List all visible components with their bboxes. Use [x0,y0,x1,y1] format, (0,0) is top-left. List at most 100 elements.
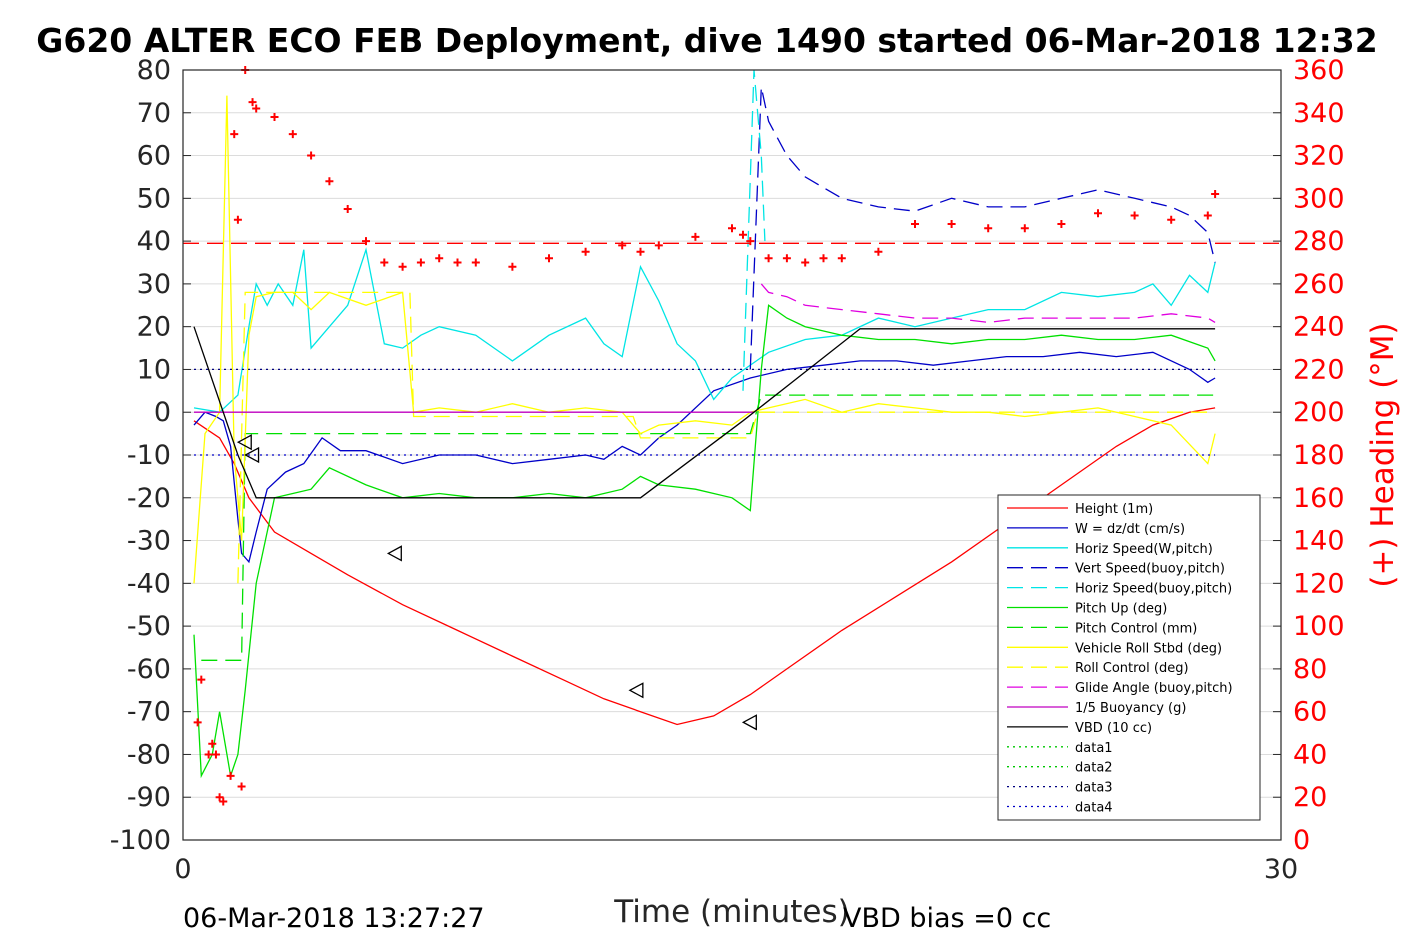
left-tick-label: 40 [137,226,171,257]
series-vert-speed-buoy-pitch [749,86,1216,370]
heading-point [947,220,956,228]
heading-point [837,254,846,263]
right-y-axis-label: (+) Heading (°M) [1365,322,1401,587]
legend-label: Vehicle Roll Stbd (deg) [1075,641,1222,656]
heading-point [738,230,747,239]
left-tick-label: -70 [127,697,171,728]
footer-vbd-bias: VBD bias =0 cc [843,903,1051,934]
right-tick-label: 320 [1293,141,1345,172]
heading-point [654,241,663,250]
left-tick-label: 60 [137,141,171,172]
left-tick-label: -100 [110,825,171,856]
heading-point [1057,220,1066,228]
footer-timestamp: 06-Mar-2018 13:27:27 [183,903,485,934]
heading-point [1211,190,1220,199]
heading-point [1167,215,1176,224]
left-tick-label: -50 [127,611,171,642]
left-tick-label: 80 [137,55,171,86]
axis-ticks: 80706050403020100-10-20-30-40-50-60-70-8… [110,55,1345,885]
series-horiz-speed-w-pitch [193,247,1216,413]
left-tick-label: -60 [127,654,171,685]
heading-point [325,177,334,186]
legend-label: data1 [1075,741,1113,756]
right-tick-label: 240 [1293,312,1345,343]
legend-label: W = dz/dt (cm/s) [1075,522,1185,537]
series-horiz-speed-buoy-pitch [742,69,766,391]
left-tick-label: 10 [137,354,171,385]
x-tick-label: 30 [1264,854,1298,885]
legend-label: Roll Control (deg) [1075,661,1189,676]
heading-point [252,104,261,113]
heading-point [211,750,220,759]
series-height-1m [193,407,1216,726]
heading-point [545,254,553,263]
x-tick-label: 0 [174,854,191,885]
heading-point [226,771,235,780]
right-tick-label: 80 [1293,654,1327,685]
legend-label: 1/5 Buoyancy (g) [1075,701,1186,716]
series-pitch-control-mm [201,394,1216,661]
legend-label: Height (1m) [1075,502,1153,517]
legend-label: data3 [1075,781,1113,796]
heading-point [691,232,700,241]
left-tick-label: -30 [127,526,171,557]
turn-marker [628,682,644,699]
heading-point [636,247,645,256]
turn-marker [236,434,252,451]
heading-point [307,151,316,160]
turn-marker [244,446,260,464]
left-tick-label: 20 [137,312,171,343]
right-tick-label: 20 [1293,782,1327,813]
heading-point [219,797,228,806]
series-pitch-up-deg [193,304,1216,779]
heading-point [728,224,736,233]
right-tick-label: 60 [1293,697,1327,728]
heading-point [193,718,202,727]
legend-label: Vert Speed(buoy,pitch) [1075,562,1225,577]
right-tick-label: 360 [1293,55,1345,86]
legend-label: Horiz Speed(buoy,pitch) [1075,582,1232,597]
right-tick-label: 300 [1293,183,1345,214]
series-group [183,66,1281,806]
legend-box [997,494,1261,821]
right-tick-label: 220 [1293,354,1345,385]
heading-point [782,254,791,263]
heading-point [911,220,919,228]
heading-point [453,258,462,267]
turn-marker [386,545,402,562]
heading-point [874,247,883,256]
series-glide-angle-buoy-pitch [760,283,1216,324]
left-tick-label: 0 [154,397,171,428]
left-tick-label: 70 [137,98,171,129]
right-tick-label: 280 [1293,226,1345,257]
right-tick-label: 180 [1293,440,1345,471]
heading-point [416,258,425,267]
legend: Height (1m) W = dz/dt (cm/s) Horiz Speed(W… [997,494,1261,821]
heading-point [581,247,590,256]
heading-point [288,130,297,139]
series-vehicle-roll-stbd-deg [193,95,1216,584]
series-roll-control-deg [237,291,1216,584]
right-tick-label: 100 [1293,611,1345,642]
turn-marker [741,714,757,731]
right-tick-label: 120 [1293,568,1345,599]
series-w-dz-dt-cm-s [193,351,1216,564]
right-tick-label: 0 [1293,825,1310,856]
heading-point [984,224,993,233]
heading-point [248,98,257,107]
right-tick-label: 200 [1293,397,1345,428]
heading-point [208,739,217,748]
heading-point [1094,209,1102,218]
left-tick-label: -40 [127,568,171,599]
heading-point [819,254,828,263]
left-tick-label: -90 [127,782,171,813]
heading-point [215,793,224,802]
right-tick-label: 260 [1293,269,1345,300]
legend-label: data4 [1075,801,1113,816]
heading-point [230,130,239,139]
heading-point [237,782,246,791]
chart-title: G620 ALTER ECO FEB Deployment, dive 1490… [36,21,1377,60]
left-tick-label: -80 [127,739,171,770]
left-tick-label: 30 [137,269,171,300]
right-tick-label: 140 [1293,526,1345,557]
